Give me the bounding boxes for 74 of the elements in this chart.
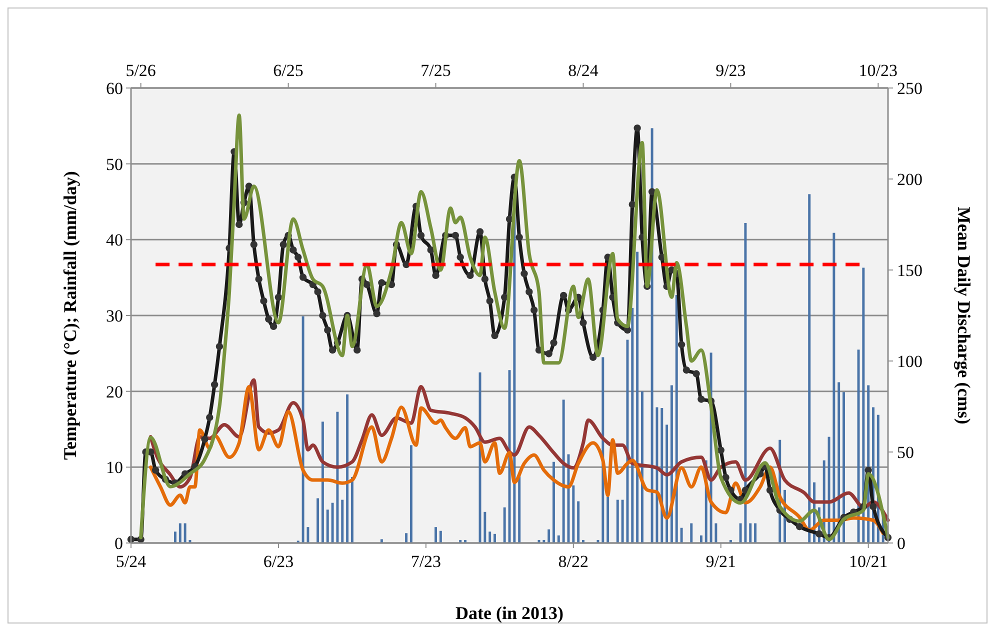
x2-tick-label: 8/24 <box>568 61 599 80</box>
bar <box>321 422 324 543</box>
x-tick-label: 7/23 <box>410 552 442 571</box>
bar <box>690 523 693 543</box>
bar <box>331 502 334 543</box>
x2-tick-label: 6/25 <box>273 61 304 80</box>
bar <box>714 523 718 543</box>
y-tick-label: 50 <box>106 154 123 174</box>
bar <box>350 477 354 543</box>
bar <box>488 532 492 543</box>
x2-tick-label: 9/23 <box>716 61 746 80</box>
x-axis-title: Date (in 2013) <box>456 603 564 623</box>
x-tick-label: 10/21 <box>848 552 888 571</box>
bar <box>616 500 619 543</box>
x-tick-label: 6/23 <box>263 552 294 571</box>
x2-tick-label: 10/23 <box>858 61 898 80</box>
bar <box>434 527 437 543</box>
bar <box>606 496 610 543</box>
y2-tick-label: 0 <box>897 534 906 553</box>
bar <box>832 232 836 543</box>
bar <box>562 400 565 543</box>
y2-tick-label: 50 <box>897 442 914 462</box>
bar <box>174 532 176 543</box>
y2-tick-label: 150 <box>897 260 922 280</box>
x-tick-label: 5/24 <box>116 552 147 571</box>
bar <box>754 523 757 543</box>
bar <box>336 412 339 543</box>
bar <box>503 507 506 543</box>
y-axis-title: Temperature (°C); Rainfall (mm/day) <box>60 171 80 460</box>
bar <box>346 394 349 543</box>
bar <box>636 252 639 543</box>
bar <box>184 523 186 543</box>
bar <box>484 512 486 543</box>
bar <box>316 498 320 543</box>
y2-tick-label: 250 <box>897 78 922 98</box>
x2-tick-label: 7/25 <box>420 61 451 80</box>
bar <box>306 527 310 543</box>
bar <box>700 535 702 543</box>
bar <box>326 510 329 543</box>
bar <box>572 485 575 543</box>
y2-axis-title: Mean Daily Discharge (cms) <box>954 206 974 424</box>
bar <box>626 340 629 543</box>
y-tick-label: 30 <box>106 306 123 326</box>
bar <box>749 523 752 543</box>
bar <box>410 445 412 543</box>
bar <box>341 500 344 543</box>
y-tick-label: 20 <box>106 382 123 402</box>
bar <box>808 194 811 543</box>
bar <box>631 308 634 543</box>
bar <box>656 407 658 543</box>
bar <box>439 530 442 543</box>
y-tick-label: 10 <box>106 458 123 478</box>
bar <box>557 535 560 543</box>
bar <box>494 534 496 543</box>
x2-tick-label: 5/26 <box>126 61 156 80</box>
bar <box>577 501 580 543</box>
bar <box>838 382 840 543</box>
y-tick-label: 0 <box>114 534 123 553</box>
x-tick-label: 8/22 <box>558 552 589 571</box>
bar <box>680 528 683 543</box>
y-tick-label: 60 <box>106 78 123 98</box>
bar <box>178 523 182 543</box>
y2-tick-label: 100 <box>897 352 922 371</box>
bar <box>621 500 624 543</box>
bar <box>405 533 408 543</box>
bar <box>548 529 550 543</box>
bar <box>380 539 383 543</box>
bar <box>666 424 668 543</box>
x-tick-label: 9/21 <box>706 552 736 571</box>
y2-tick-label: 200 <box>897 170 922 189</box>
bar <box>552 462 555 543</box>
bar <box>640 391 644 543</box>
y-tick-label: 40 <box>106 230 123 250</box>
bar <box>739 523 742 543</box>
